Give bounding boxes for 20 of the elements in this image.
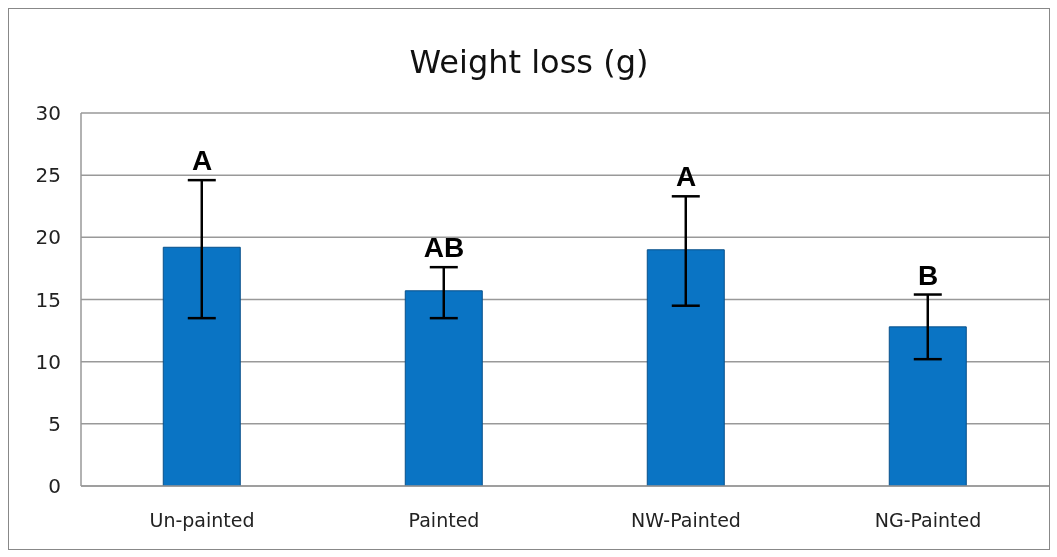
x-tick-label: NW-Painted — [631, 509, 741, 532]
y-tick-label: 30 — [35, 101, 61, 126]
x-tick-label: NG-Painted — [874, 509, 982, 532]
annotation: AB — [423, 232, 465, 264]
annotation: A — [191, 145, 213, 177]
y-tick-label: 5 — [48, 411, 61, 436]
annotation: A — [675, 161, 697, 193]
bar — [404, 290, 483, 486]
chart-title: Weight loss (g) — [408, 43, 650, 81]
bar — [162, 246, 241, 486]
x-tick-label: Un-painted — [149, 509, 255, 532]
bar — [888, 326, 967, 486]
y-tick-label: 10 — [35, 349, 61, 374]
y-tick-label: 20 — [35, 225, 61, 250]
y-tick-label: 25 — [35, 163, 61, 188]
y-tick-label: 0 — [48, 474, 61, 499]
bar — [646, 249, 725, 486]
annotation: B — [917, 259, 939, 291]
y-tick-label: 15 — [35, 287, 61, 312]
x-tick-label: Painted — [408, 509, 480, 532]
